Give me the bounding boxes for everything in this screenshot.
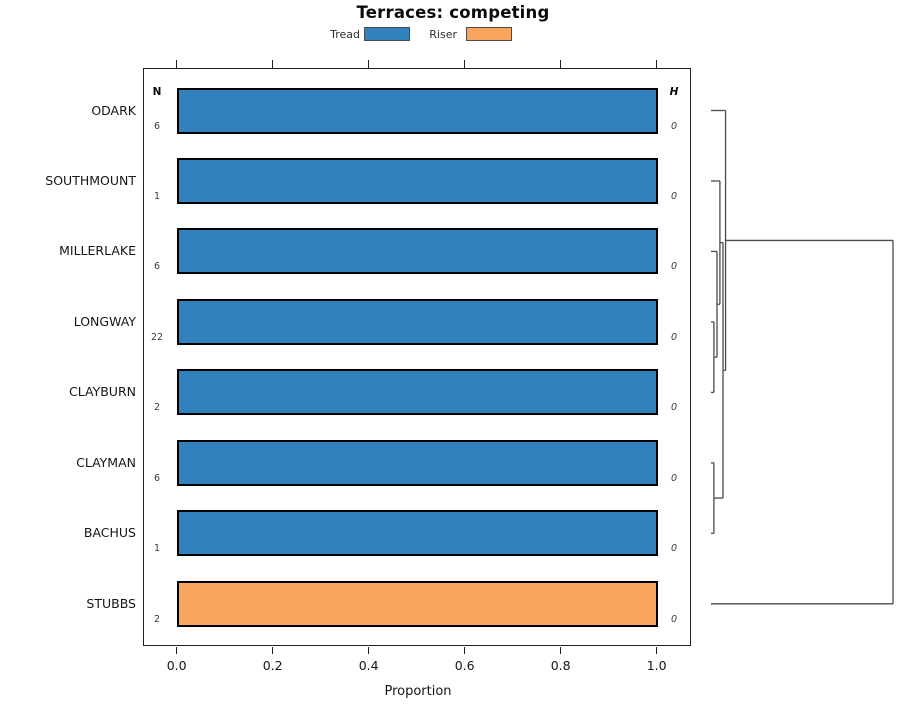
row-label-southmount: SOUTHMOUNT <box>45 172 136 188</box>
h-value-longway: 0 <box>670 331 678 343</box>
x-tick-label-1: 0.2 <box>262 658 283 673</box>
x-tick-bottom-2 <box>367 646 370 654</box>
x-tick-label-3: 0.6 <box>454 658 475 673</box>
h-value-clayburn: 0 <box>670 402 678 414</box>
n-value-odark: 6 <box>153 120 161 132</box>
n-value-clayman: 6 <box>153 472 161 484</box>
h-value-southmount: 0 <box>670 190 678 202</box>
row-label-odark: ODARK <box>91 102 136 118</box>
row-label-longway: LONGWAY <box>73 313 136 329</box>
n-value-longway: 22 <box>150 331 164 343</box>
x-tick-bottom-1 <box>271 646 274 654</box>
legend-swatch-riser <box>465 27 512 41</box>
bar-odark <box>176 87 658 134</box>
row-label-clayburn: CLAYBURN <box>69 384 136 400</box>
n-value-bachus: 1 <box>153 543 161 555</box>
x-tick-top-4 <box>559 59 562 68</box>
legend-label-tread: Tread <box>330 27 360 41</box>
x-axis-title: Proportion <box>384 684 452 699</box>
h-value-stubbs: 0 <box>670 613 678 625</box>
x-tick-bottom-5 <box>655 646 658 654</box>
n-value-millerlake: 6 <box>153 261 161 273</box>
h-value-odark: 0 <box>670 120 678 132</box>
row-label-stubbs: STUBBS <box>86 595 136 611</box>
x-tick-top-1 <box>271 59 274 68</box>
x-tick-bottom-3 <box>463 646 466 654</box>
bar-millerlake <box>176 228 658 275</box>
row-label-millerlake: MILLERLAKE <box>59 243 136 259</box>
x-tick-top-3 <box>463 59 466 68</box>
row-label-bachus: BACHUS <box>83 525 136 541</box>
bar-bachus <box>176 510 658 557</box>
h-value-bachus: 0 <box>670 543 678 555</box>
bar-stubbs <box>176 580 658 627</box>
x-tick-bottom-4 <box>559 646 562 654</box>
h-value-millerlake: 0 <box>670 261 678 273</box>
bar-southmount <box>176 157 658 204</box>
x-tick-label-5: 1.0 <box>646 658 667 673</box>
x-tick-label-0: 0.0 <box>166 658 187 673</box>
n-value-southmount: 1 <box>153 190 161 202</box>
x-tick-top-0 <box>175 59 178 68</box>
legend-swatch-tread <box>364 27 410 41</box>
legend-label-riser: Riser <box>429 27 457 41</box>
row-label-clayman: CLAYMAN <box>76 454 136 470</box>
n-value-stubbs: 2 <box>153 613 161 625</box>
bar-clayburn <box>176 369 658 416</box>
h-value-clayman: 0 <box>670 472 678 484</box>
n-value-clayburn: 2 <box>153 402 161 414</box>
h-column-header: H <box>669 86 679 98</box>
n-column-header: N <box>152 86 162 98</box>
plot-area-frame <box>143 68 691 646</box>
x-tick-bottom-0 <box>175 646 178 654</box>
bar-clayman <box>176 439 658 486</box>
x-tick-top-5 <box>655 59 658 68</box>
x-tick-top-2 <box>367 59 370 68</box>
chart-title: Terraces: competing <box>356 3 550 22</box>
bar-longway <box>176 298 658 345</box>
x-tick-label-2: 0.4 <box>358 658 379 673</box>
x-tick-label-4: 0.8 <box>550 658 571 673</box>
